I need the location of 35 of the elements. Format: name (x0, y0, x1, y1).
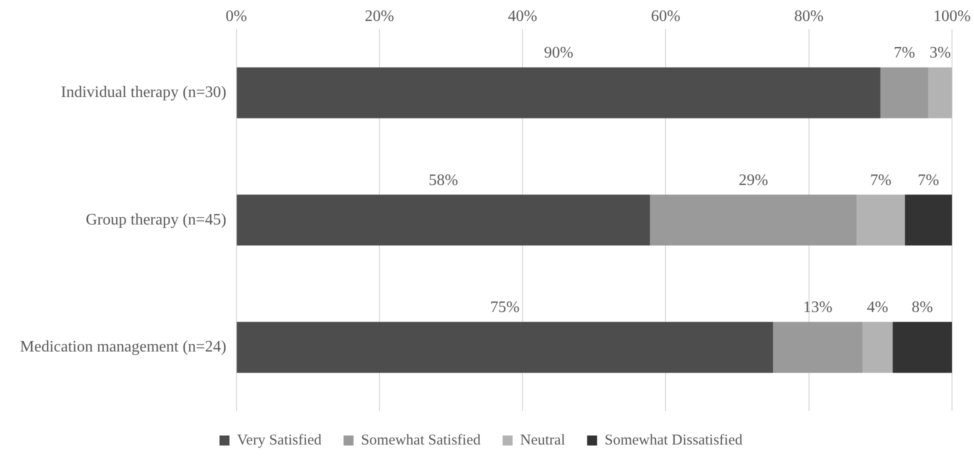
x-tick-label: 20% (364, 8, 394, 25)
y-tick-label: Group therapy (n=45) (86, 211, 226, 228)
bar (862, 322, 893, 373)
legend-label: Neutral (520, 432, 566, 448)
bar (236, 194, 650, 246)
data-label: 3% (930, 44, 951, 62)
bar (892, 322, 952, 373)
data-label: 8% (912, 299, 933, 316)
legend-label: Very Satisfied (236, 432, 322, 448)
data-label: 75% (490, 299, 520, 316)
bar (236, 322, 774, 373)
x-tick-label: 80% (794, 8, 824, 25)
data-label: 90% (544, 44, 574, 62)
data-label: 13% (803, 299, 832, 316)
data-label: 58% (428, 172, 458, 189)
y-tick-label: Individual therapy (n=30) (60, 84, 226, 102)
bar (928, 67, 952, 118)
bar (650, 194, 857, 246)
x-tick-label: 60% (651, 8, 680, 25)
bar (904, 194, 952, 246)
bar (856, 194, 905, 246)
data-label: 29% (738, 172, 768, 189)
data-label: 7% (918, 172, 940, 189)
data-label: 4% (866, 299, 888, 316)
bar (773, 322, 863, 373)
legend-label: Somewhat Satisfied (361, 432, 482, 448)
legend-label: Somewhat Dissatisfied (604, 432, 744, 448)
y-tick-label: Medication management (n=24) (20, 338, 226, 356)
x-tick-label: 100% (933, 8, 971, 25)
data-label: 7% (894, 44, 916, 62)
data-label: 7% (870, 172, 892, 189)
x-tick-label: 0% (226, 8, 247, 25)
bar (880, 67, 928, 118)
x-tick-label: 40% (508, 8, 538, 25)
bar (236, 67, 880, 118)
